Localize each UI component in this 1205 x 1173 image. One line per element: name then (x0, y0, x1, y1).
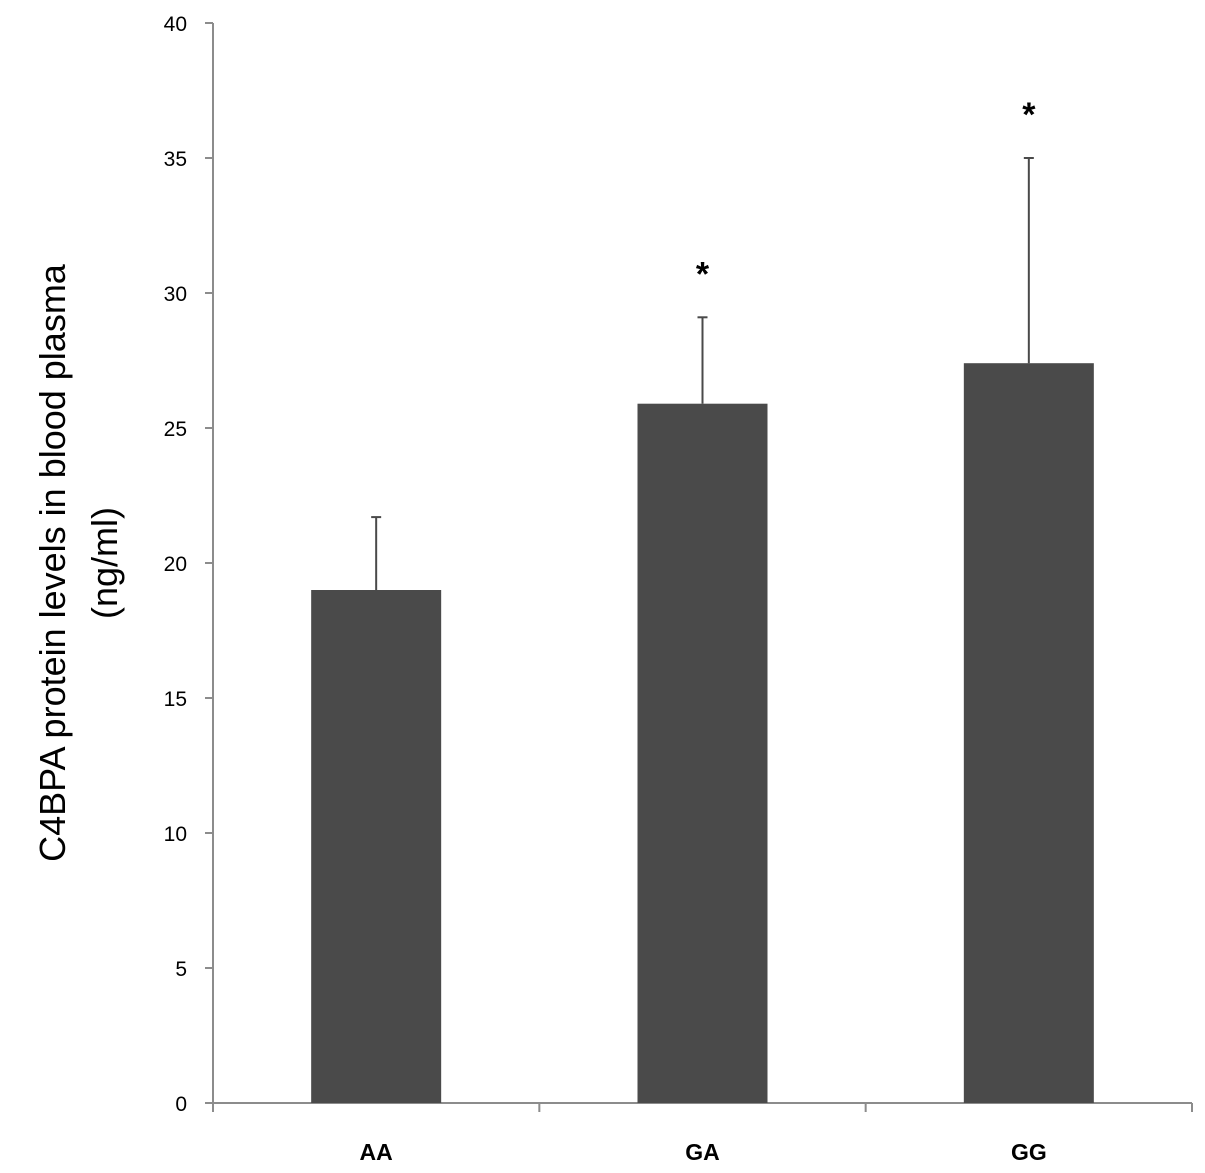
x-tick-label: GA (685, 1139, 720, 1165)
x-tick-label: AA (360, 1139, 393, 1165)
y-tick-label: 10 (164, 823, 187, 846)
y-tick-label: 15 (164, 688, 187, 711)
y-tick-label: 40 (164, 13, 187, 36)
y-tick-label: 0 (175, 1093, 187, 1116)
x-tick-label: GG (1011, 1139, 1047, 1165)
bar (311, 590, 442, 1103)
bar (637, 403, 768, 1103)
y-axis-label-line-1: C4BPA protein levels in blood plasma (32, 263, 73, 862)
y-tick-label: 20 (164, 553, 187, 576)
y-tick-label: 30 (164, 283, 187, 306)
y-tick-label: 25 (164, 418, 187, 441)
y-tick-label: 35 (164, 148, 187, 171)
y-axis-label: C4BPA protein levels in blood plasma (ng… (32, 263, 125, 862)
significance-marker: * (696, 255, 710, 293)
y-axis-label-line-2: (ng/ml) (84, 507, 125, 619)
bar (963, 363, 1094, 1103)
y-tick-label: 5 (175, 958, 187, 981)
significance-marker: * (1022, 96, 1036, 134)
bars: ** (311, 96, 1094, 1103)
